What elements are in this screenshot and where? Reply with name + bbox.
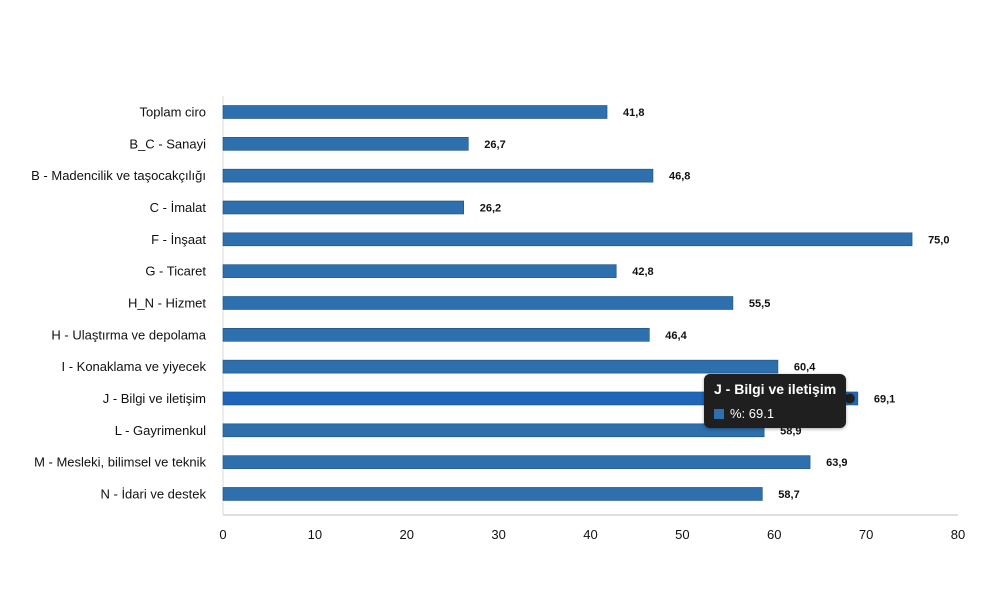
bar-toplam-ciro — [222, 105, 608, 119]
bar-c-i-malat — [222, 200, 465, 215]
value-label: 55,5 — [749, 298, 770, 310]
category-label: M - Mesleki, bilimsel ve teknik — [34, 455, 206, 470]
x-tick-label: 0 — [219, 527, 226, 542]
value-label: 46,8 — [669, 171, 690, 183]
value-label: 42,8 — [632, 266, 653, 278]
bar-b-madencilik-ve-ta-ocak-l — [222, 168, 654, 183]
bar-h-ula-t-rma-ve-depolama — [222, 328, 650, 342]
value-label: 63,9 — [826, 457, 847, 469]
category-label: H - Ulaştırma ve depolama — [51, 327, 206, 342]
value-label: 41,8 — [623, 107, 644, 119]
tooltip-pointer — [844, 393, 855, 404]
category-label: H_N - Hizmet — [128, 295, 206, 310]
value-label: 26,2 — [480, 202, 501, 214]
category-label: B - Madencilik ve taşocakçılığı — [31, 168, 206, 183]
bar-l-gayrimenkul — [222, 423, 765, 438]
value-label: 58,7 — [778, 489, 799, 501]
bar-h-n-hizmet — [222, 296, 734, 310]
bar-f-i-n-aat — [222, 232, 913, 247]
category-label: I - Konaklama ve yiyecek — [61, 359, 206, 374]
bar-m-mesleki-bilimsel-ve-teknik — [222, 455, 811, 469]
x-tick-label: 20 — [400, 527, 414, 542]
value-label: 69,1 — [874, 393, 895, 405]
category-label: F - İnşaat — [151, 232, 206, 247]
value-label: 46,4 — [665, 330, 687, 342]
x-tick-label: 70 — [859, 527, 873, 542]
bar-j-bilgi-ve-ileti-im — [222, 391, 859, 406]
x-tick-label: 80 — [951, 527, 965, 542]
value-label: 75,0 — [928, 234, 949, 246]
value-label: 58,9 — [780, 425, 801, 437]
value-label: 60,4 — [794, 362, 816, 374]
x-tick-label: 10 — [308, 527, 322, 542]
bar-n-i-dari-ve-destek — [222, 487, 763, 501]
category-label: C - İmalat — [150, 200, 207, 215]
category-label: B_C - Sanayi — [129, 136, 206, 151]
value-label: 26,7 — [484, 139, 505, 151]
x-tick-label: 50 — [675, 527, 689, 542]
x-tick-label: 60 — [767, 527, 781, 542]
tooltip-title: J - Bilgi ve iletişim — [714, 381, 837, 397]
category-label: J - Bilgi ve iletişim — [103, 391, 206, 406]
tooltip-swatch — [714, 408, 724, 419]
category-label: L - Gayrimenkul — [115, 423, 206, 438]
tooltip-value: %: 69.1 — [730, 406, 775, 421]
category-label: G - Ticaret — [145, 264, 206, 279]
bar-b-c-sanayi — [222, 137, 469, 151]
category-label: Toplam ciro — [140, 105, 206, 120]
category-label: N - İdari ve destek — [101, 486, 207, 501]
bar-i-konaklama-ve-yiyecek — [222, 359, 779, 374]
tooltip-value-row: %: 69.1 — [714, 406, 836, 421]
bar-g-ticaret — [222, 264, 617, 278]
x-tick-label: 40 — [583, 527, 597, 542]
chart-tooltip: J - Bilgi ve iletişim %: 69.1 — [704, 374, 846, 428]
x-tick-label: 30 — [491, 527, 505, 542]
